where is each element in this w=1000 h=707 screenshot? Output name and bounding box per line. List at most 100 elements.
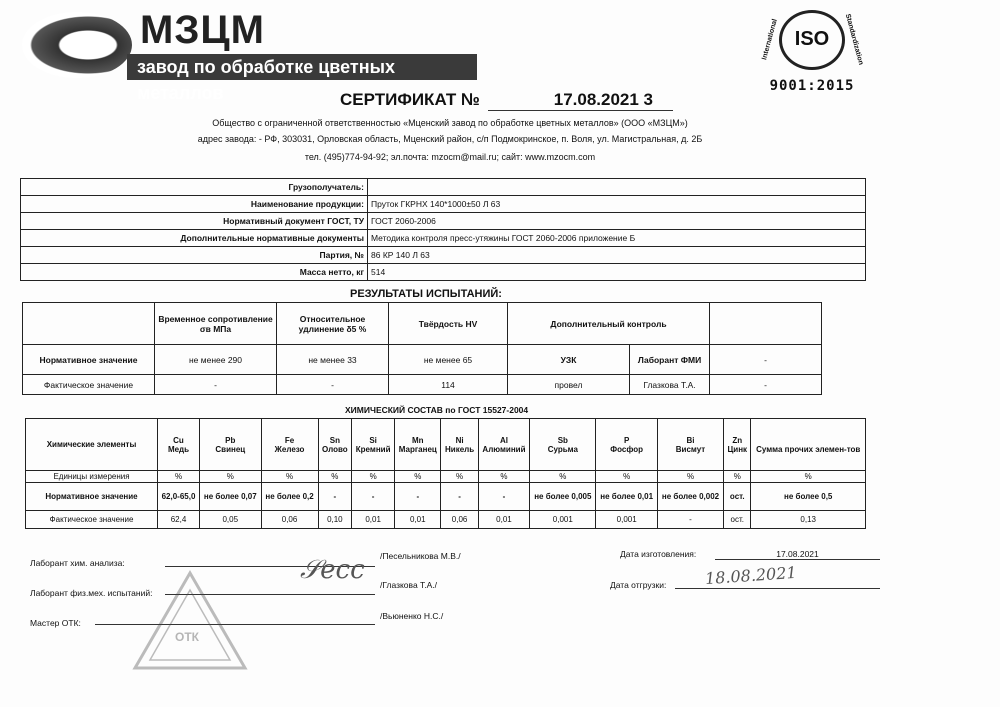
cell: % <box>723 470 752 483</box>
manufacture-date-label: Дата изготовления: <box>620 549 697 559</box>
element-name: Марганец <box>398 444 437 454</box>
cell: 0,01 <box>477 510 531 529</box>
company-address: адрес завода: - РФ, 303031, Орловская об… <box>197 134 703 144</box>
table-row: Нормативное значение 62,0-65,0 не более 0,… <box>25 482 866 511</box>
element-name: Висмут <box>675 444 706 454</box>
qc-label: Мастер ОТК: <box>30 618 81 628</box>
element-symbol: Fe <box>284 435 295 445</box>
col-elongation: Относительное удлинение δ5 % <box>276 302 389 345</box>
test-results-table: Временное сопротивление σв МПа Относител… <box>22 302 822 395</box>
product-info-table: Грузополучатель: Наименование продукции: П… <box>20 178 866 281</box>
cell: не более 0,5 <box>750 482 866 511</box>
info-label: Нормативный документ ГОСТ, ТУ <box>20 212 368 230</box>
cell: 62,4 <box>157 510 200 529</box>
cell: - <box>154 374 277 395</box>
element-symbol: Mn <box>412 435 424 445</box>
cell: - <box>394 482 442 511</box>
stamp-text: ОТК <box>175 630 199 644</box>
element-name: Алюминий <box>482 444 526 454</box>
element-header: Сумма прочих элемен-тов <box>750 418 866 471</box>
cell: 0,10 <box>317 510 353 529</box>
handwritten-signature: 𝒮𝑒𝑐𝑐 <box>300 555 365 585</box>
element-header: Ni Никель <box>440 418 479 471</box>
iso-mark: ISO <box>794 28 830 50</box>
info-label: Партия, № <box>20 246 368 264</box>
element-symbol: Si <box>369 435 377 445</box>
cell: 0,05 <box>199 510 262 529</box>
cell: 0,01 <box>351 510 396 529</box>
col-empty <box>709 302 822 345</box>
element-symbol: P <box>623 435 630 445</box>
iso-logo: International Standardization ISO 9001:2… <box>752 6 872 96</box>
cell: % <box>317 470 353 483</box>
col-additional-control: Дополнительный контроль <box>507 302 710 345</box>
col-hardness: Твёрдость HV <box>388 302 508 345</box>
info-row: Дополнительные нормативные документы Мето… <box>20 229 866 247</box>
cell: не менее 33 <box>276 344 389 375</box>
info-label: Грузополучатель: <box>20 178 368 196</box>
iso-standard: 9001:2015 <box>769 78 855 94</box>
cell: - <box>709 344 822 375</box>
chem-lab-name: /Песельникова М.В./ <box>380 551 461 561</box>
cell: % <box>595 470 658 483</box>
cell: - <box>440 482 479 511</box>
table-row: Фактическое значение - - 114 провел Глаз… <box>22 374 822 395</box>
phys-lab-name: /Глазкова Т.А./ <box>380 580 438 590</box>
table-row: Фактическое значение 62,4 0,05 0,06 0,10 0,01… <box>25 510 866 529</box>
cell: 0,06 <box>440 510 479 529</box>
element-symbol: Sn <box>329 435 340 445</box>
cell: % <box>260 470 319 483</box>
element-symbol: Zn <box>732 435 743 445</box>
cell: не менее 290 <box>154 344 277 375</box>
logo-emblem-icon <box>22 12 132 78</box>
cell: 0,001 <box>595 510 658 529</box>
row-label: Нормативное значение <box>25 482 158 511</box>
company-contacts: тел. (495)774-94-92; эл.почта: mzocm@mai… <box>304 152 596 162</box>
logo-tagline: завод по обработке цветных металлов <box>127 54 477 103</box>
cell: % <box>477 470 531 483</box>
cell: не более 0,2 <box>260 482 319 511</box>
table-row: Химические элементы Cu Медь Pb Свинец Fe Желез… <box>25 418 866 471</box>
table-row: Единицы измерения%%%%%%%%%%%%% <box>25 470 866 483</box>
col-tensile-strength: Временное сопротивление σв МПа <box>154 302 277 345</box>
cell: 0,01 <box>394 510 442 529</box>
cell: - <box>477 482 531 511</box>
element-name: Медь <box>167 444 190 454</box>
cell: Глазкова Т.А. <box>629 374 710 395</box>
cell: не более 0,002 <box>656 482 725 511</box>
cell: % <box>750 470 866 483</box>
element-header: Mn Марганец <box>394 418 442 471</box>
cell: 0,06 <box>260 510 319 529</box>
element-header: Bi Висмут <box>656 418 725 471</box>
cell: - <box>709 374 822 395</box>
cell: - <box>276 374 389 395</box>
info-value: 86 КР 140 Л 63 <box>367 246 866 264</box>
element-header: P Фосфор <box>595 418 658 471</box>
manufacture-date: 17.08.2021 <box>715 549 880 560</box>
element-header: Fe Железо <box>260 418 319 471</box>
row-label: Фактическое значение <box>25 510 158 529</box>
element-header: Al Алюминий <box>477 418 531 471</box>
info-row: Партия, № 86 КР 140 Л 63 <box>20 246 866 264</box>
cell: 62,0-65,0 <box>157 482 200 511</box>
info-row: Наименование продукции: Пруток ГКРНХ 140*… <box>20 195 866 213</box>
element-symbol: Sb <box>557 435 568 445</box>
cell: % <box>529 470 597 483</box>
element-name: Сумма прочих элемен-тов <box>756 444 861 454</box>
iso-globe-icon: ISO <box>779 10 845 70</box>
cell: ост. <box>723 510 752 529</box>
row-label: Фактическое значение <box>22 374 155 395</box>
element-header: Sb Сурьма <box>529 418 597 471</box>
element-name: Цинк <box>727 444 748 454</box>
element-name: Фосфор <box>610 444 644 454</box>
info-label: Дополнительные нормативные документы <box>20 229 368 247</box>
cell: - <box>351 482 396 511</box>
row-label: Нормативное значение <box>22 344 155 375</box>
phys-lab-label: Лаборант физ.мех. испытаний: <box>30 588 153 598</box>
element-name: Свинец <box>215 444 246 454</box>
cell: 114 <box>388 374 508 395</box>
iso-ring-right: Standardization <box>843 13 865 66</box>
element-header: Pb Свинец <box>199 418 262 471</box>
company-logo: МЗЦМ завод по обработке цветных металлов <box>22 8 477 103</box>
